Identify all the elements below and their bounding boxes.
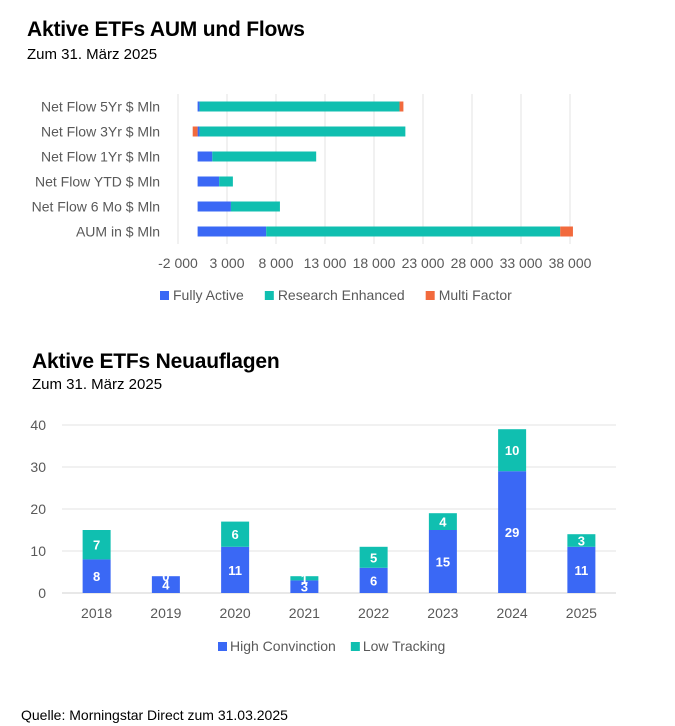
data-label: 6 bbox=[370, 573, 377, 588]
legend-swatch bbox=[264, 291, 274, 300]
bar-segment-0 bbox=[359, 567, 388, 593]
x-tick-label: 3 000 bbox=[209, 255, 244, 271]
bar-segment-2 bbox=[399, 101, 404, 112]
legend-label: Research Enhanced bbox=[278, 287, 405, 303]
legend-label: Multi Factor bbox=[439, 287, 512, 303]
legend-label: High Convinction bbox=[230, 638, 336, 654]
bar-segment-1 bbox=[230, 201, 280, 212]
bar-segment-0 bbox=[498, 471, 527, 593]
x-tick-label: 2024 bbox=[497, 605, 528, 621]
x-tick-label: 2023 bbox=[427, 605, 458, 621]
y-tick-label: 20 bbox=[30, 501, 46, 517]
x-tick-label: -2 000 bbox=[158, 255, 198, 271]
x-tick-label: 8 000 bbox=[258, 255, 293, 271]
bar-segment-0 bbox=[567, 546, 596, 593]
launches-chart: 0102030402018872019402020116202131202265… bbox=[30, 417, 616, 654]
bar-segment-0 bbox=[197, 176, 220, 187]
data-label: 4 bbox=[162, 578, 170, 593]
y-tick-label: 40 bbox=[30, 417, 46, 433]
x-tick-label: 23 000 bbox=[402, 255, 445, 271]
data-label: 11 bbox=[228, 563, 242, 578]
x-tick-label: 2020 bbox=[220, 605, 251, 621]
category-label: Net Flow 5Yr $ Mln bbox=[41, 99, 160, 115]
bar-segment-0 bbox=[82, 559, 111, 593]
bar-segment-1 bbox=[199, 101, 400, 112]
y-tick-label: 0 bbox=[38, 585, 46, 601]
bar-segment-0 bbox=[197, 151, 213, 162]
bar-segment-0 bbox=[428, 530, 457, 593]
bar-segment-1 bbox=[221, 521, 250, 547]
x-tick-label: 28 000 bbox=[451, 255, 494, 271]
x-tick-label: 2018 bbox=[81, 605, 112, 621]
bar-segment-1 bbox=[498, 429, 527, 472]
data-label: 7 bbox=[93, 538, 100, 553]
bar-segment-2 bbox=[560, 226, 573, 237]
chart2-title: Aktive ETFs Neuauflagen bbox=[32, 350, 280, 373]
chart2-subtitle: Zum 31. März 2025 bbox=[32, 376, 163, 393]
aum-flows-chart: -2 000 3 000 8 000 13 000 18 000 23 000 28 000… bbox=[32, 94, 592, 303]
data-label: 5 bbox=[370, 550, 377, 565]
legend-swatch bbox=[160, 291, 169, 300]
bar-segment-0 bbox=[151, 576, 180, 593]
y-tick-label: 10 bbox=[30, 543, 46, 559]
x-tick-label: 2019 bbox=[150, 605, 181, 621]
bar-segment-0 bbox=[197, 126, 200, 137]
bar-segment-0 bbox=[197, 226, 267, 237]
bar-segment-0 bbox=[290, 580, 319, 593]
bar-segment-1 bbox=[359, 546, 388, 568]
category-label: Net Flow 3Yr $ Mln bbox=[41, 124, 160, 140]
data-label: 1 bbox=[301, 571, 308, 586]
legend-swatch bbox=[350, 642, 360, 651]
x-tick-label: 2025 bbox=[566, 605, 597, 621]
x-tick-label: 2022 bbox=[358, 605, 389, 621]
bar-segment-1 bbox=[212, 151, 317, 162]
x-tick-label: 18 000 bbox=[353, 255, 396, 271]
category-label: AUM in $ Mln bbox=[76, 224, 160, 240]
data-label: 6 bbox=[232, 527, 239, 542]
data-label: 4 bbox=[439, 515, 447, 530]
bar-segment-1 bbox=[82, 530, 111, 560]
x-tick-label: 33 000 bbox=[500, 255, 543, 271]
x-tick-label: 38 000 bbox=[549, 255, 592, 271]
bar-segment-1 bbox=[428, 513, 457, 530]
data-label: 3 bbox=[578, 534, 585, 549]
chart1-title: Aktive ETFs AUM und Flows bbox=[27, 18, 305, 41]
data-label: 15 bbox=[436, 555, 450, 570]
bar-segment-0 bbox=[197, 201, 231, 212]
chart1-subtitle: Zum 31. März 2025 bbox=[27, 46, 158, 63]
legend-label: Low Tracking bbox=[363, 638, 445, 654]
legend-label: Fully Active bbox=[173, 287, 244, 303]
bar-segment-1 bbox=[290, 576, 319, 581]
bar-segment-1 bbox=[567, 534, 596, 547]
data-label: 3 bbox=[301, 580, 308, 595]
category-label: Net Flow 6 Mo $ Mln bbox=[32, 199, 160, 215]
bar-segment-0 bbox=[221, 546, 250, 593]
source-note: Quelle: Morningstar Direct zum 31.03.202… bbox=[21, 707, 288, 723]
legend-swatch bbox=[425, 291, 435, 300]
category-label: Net Flow 1Yr $ Mln bbox=[41, 149, 160, 165]
data-label: 8 bbox=[93, 569, 100, 584]
data-label: 0 bbox=[162, 569, 169, 584]
bar-segment-1 bbox=[199, 126, 406, 137]
data-label: 10 bbox=[505, 443, 519, 458]
category-label: Net Flow YTD $ Mln bbox=[35, 174, 160, 190]
bar-segment-0 bbox=[197, 101, 200, 112]
y-tick-label: 30 bbox=[30, 459, 46, 475]
legend-swatch bbox=[218, 642, 227, 651]
data-label: 29 bbox=[505, 525, 519, 540]
bar-segment-1 bbox=[266, 226, 561, 237]
bar-segment-1 bbox=[219, 176, 233, 187]
bar-segment-2 bbox=[192, 126, 198, 137]
data-label: 11 bbox=[575, 563, 589, 578]
x-tick-label: 13 000 bbox=[304, 255, 347, 271]
x-tick-label: 2021 bbox=[289, 605, 320, 621]
